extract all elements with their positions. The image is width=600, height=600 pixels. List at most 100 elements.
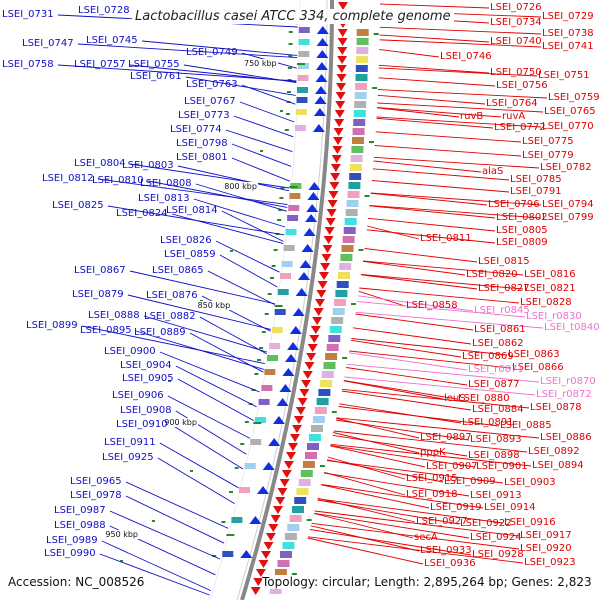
reverse-strand-feature-block: [318, 389, 331, 396]
forward-strand-feature-block: [298, 39, 310, 45]
left-gene-label: LSEI_0889: [134, 327, 186, 338]
left-gene-label: LSEI_0906: [112, 390, 164, 401]
reverse-strand-feature-block: [321, 371, 334, 378]
reverse-strand-gene-arrow: [297, 398, 308, 406]
reverse-strand-feature-block: [269, 587, 282, 594]
right-label-connector: [373, 156, 540, 169]
gc-marker: [264, 313, 269, 315]
right-gene-label: LSEI_0729: [542, 11, 594, 22]
right-label-connector: [321, 484, 484, 509]
right-gene-label: LSEI_0918: [406, 489, 458, 500]
gc-marker: [261, 331, 266, 333]
reverse-strand-gene-arrow: [309, 335, 320, 343]
reverse-strand-gene-arrow: [299, 389, 310, 397]
right-label-connector: [317, 498, 504, 524]
left-label-connector: [141, 40, 298, 56]
left-gene-label: LSEI_0810: [92, 175, 144, 186]
left-gene-label: LSEI_0728: [78, 5, 130, 16]
forward-strand-feature-block: [298, 51, 310, 57]
right-gene-label: LSEI_0878: [530, 402, 582, 413]
reverse-strand-gene-arrow: [328, 191, 339, 199]
reverse-strand-feature-block: [349, 164, 362, 171]
gc-marker: [240, 443, 245, 445]
right-gene-label: LSEI_0917: [520, 530, 572, 541]
left-label-connector: [177, 378, 255, 421]
reverse-strand-feature-block: [294, 497, 307, 504]
right-gene-label: LSEI_t0840: [544, 322, 600, 333]
gc-marker: [251, 389, 256, 391]
left-gene-label: LSEI_0865: [152, 265, 204, 276]
left-gene-label: LSEI_0747: [22, 38, 74, 49]
right-gene-label: LSEI_0892: [528, 446, 580, 457]
right-gene-label: LSEI_0828: [520, 297, 572, 308]
right-label-connector: [377, 107, 460, 118]
left-label-connector: [185, 76, 296, 96]
forward-strand-gene-arrow: [257, 486, 269, 494]
right-label-connector: [359, 287, 520, 304]
right-label-connector: [361, 274, 524, 290]
forward-strand-feature-block: [287, 215, 299, 221]
gc-marker: [260, 150, 263, 152]
reverse-strand-gene-arrow: [302, 371, 313, 379]
right-gene-label: LSEI_0923: [524, 557, 576, 568]
right-gene-label: LSEI_0764: [486, 98, 538, 109]
left-label-connector: [157, 457, 235, 504]
right-label-connector: [348, 352, 468, 371]
right-label-connector: [377, 89, 548, 99]
left-gene-label: LSEI_0911: [104, 437, 156, 448]
left-gene-label: LSEI_0899: [26, 320, 78, 331]
right-gene-label: LSEI_0770: [542, 121, 594, 132]
right-gene-label: ruvB: [460, 111, 484, 122]
reverse-strand-gene-arrow: [270, 515, 281, 523]
right-gene-label: LSEI_0741: [542, 41, 594, 52]
reverse-strand-feature-block: [339, 263, 352, 270]
gc-marker: [369, 141, 374, 143]
gc-marker: [288, 31, 293, 33]
kbp-label: 800 kbp: [223, 182, 258, 191]
left-label-connector: [221, 210, 284, 242]
right-gene-label: LSEI_0894: [532, 460, 584, 471]
right-label-connector: [344, 376, 536, 396]
right-gene-label: LSEI_0863: [508, 349, 560, 360]
left-label-connector: [171, 424, 244, 470]
left-gene-label: LSEI_0824: [116, 208, 168, 219]
gc-marker: [287, 79, 292, 81]
reverse-strand-feature-block: [346, 200, 359, 207]
gc-marker: [291, 573, 297, 575]
left-label-connector: [99, 553, 210, 596]
reverse-strand-gene-arrow: [292, 425, 302, 433]
reverse-strand-feature-block: [282, 542, 295, 549]
reverse-strand-gene-arrow: [320, 263, 331, 271]
right-label-connector: [378, 77, 496, 87]
reverse-strand-feature-block: [305, 452, 317, 459]
reverse-strand-feature-block: [341, 245, 354, 252]
gc-marker: [342, 357, 348, 359]
left-gene-label: LSEI_0882: [144, 311, 196, 322]
right-gene-label: LSEI_0805: [496, 225, 548, 236]
right-gene-label: LSEI_0794: [542, 199, 594, 210]
reverse-strand-feature-block: [352, 128, 365, 135]
right-label-connector: [338, 406, 500, 427]
right-gene-label: LSEI_0919: [430, 502, 482, 513]
right-label-connector: [333, 432, 420, 454]
right-label-connector: [370, 192, 488, 206]
right-label-connector: [355, 311, 544, 329]
reverse-strand-feature-block: [329, 326, 342, 333]
right-label-connector: [324, 471, 406, 496]
right-label-connector: [357, 301, 526, 318]
gc-marker: [120, 560, 123, 562]
right-label-connector: [369, 205, 542, 219]
right-gene-label: LSEI_0756: [496, 80, 548, 91]
reverse-strand-feature-block: [334, 299, 346, 306]
reverse-strand-feature-block: [332, 308, 345, 315]
left-gene-label: LSEI_0987: [54, 505, 106, 516]
left-label-connector: [167, 395, 251, 439]
right-gene-label: LSEI_0796: [488, 199, 540, 210]
reverse-strand-feature-block: [353, 110, 366, 117]
kbp-label: 950 kbp: [104, 530, 139, 539]
reverse-strand-gene-arrow: [321, 254, 332, 262]
reverse-strand-feature-block: [323, 362, 336, 369]
right-gene-label: LSEI_0901: [476, 461, 528, 472]
left-gene-label: LSEI_0990: [44, 548, 96, 559]
